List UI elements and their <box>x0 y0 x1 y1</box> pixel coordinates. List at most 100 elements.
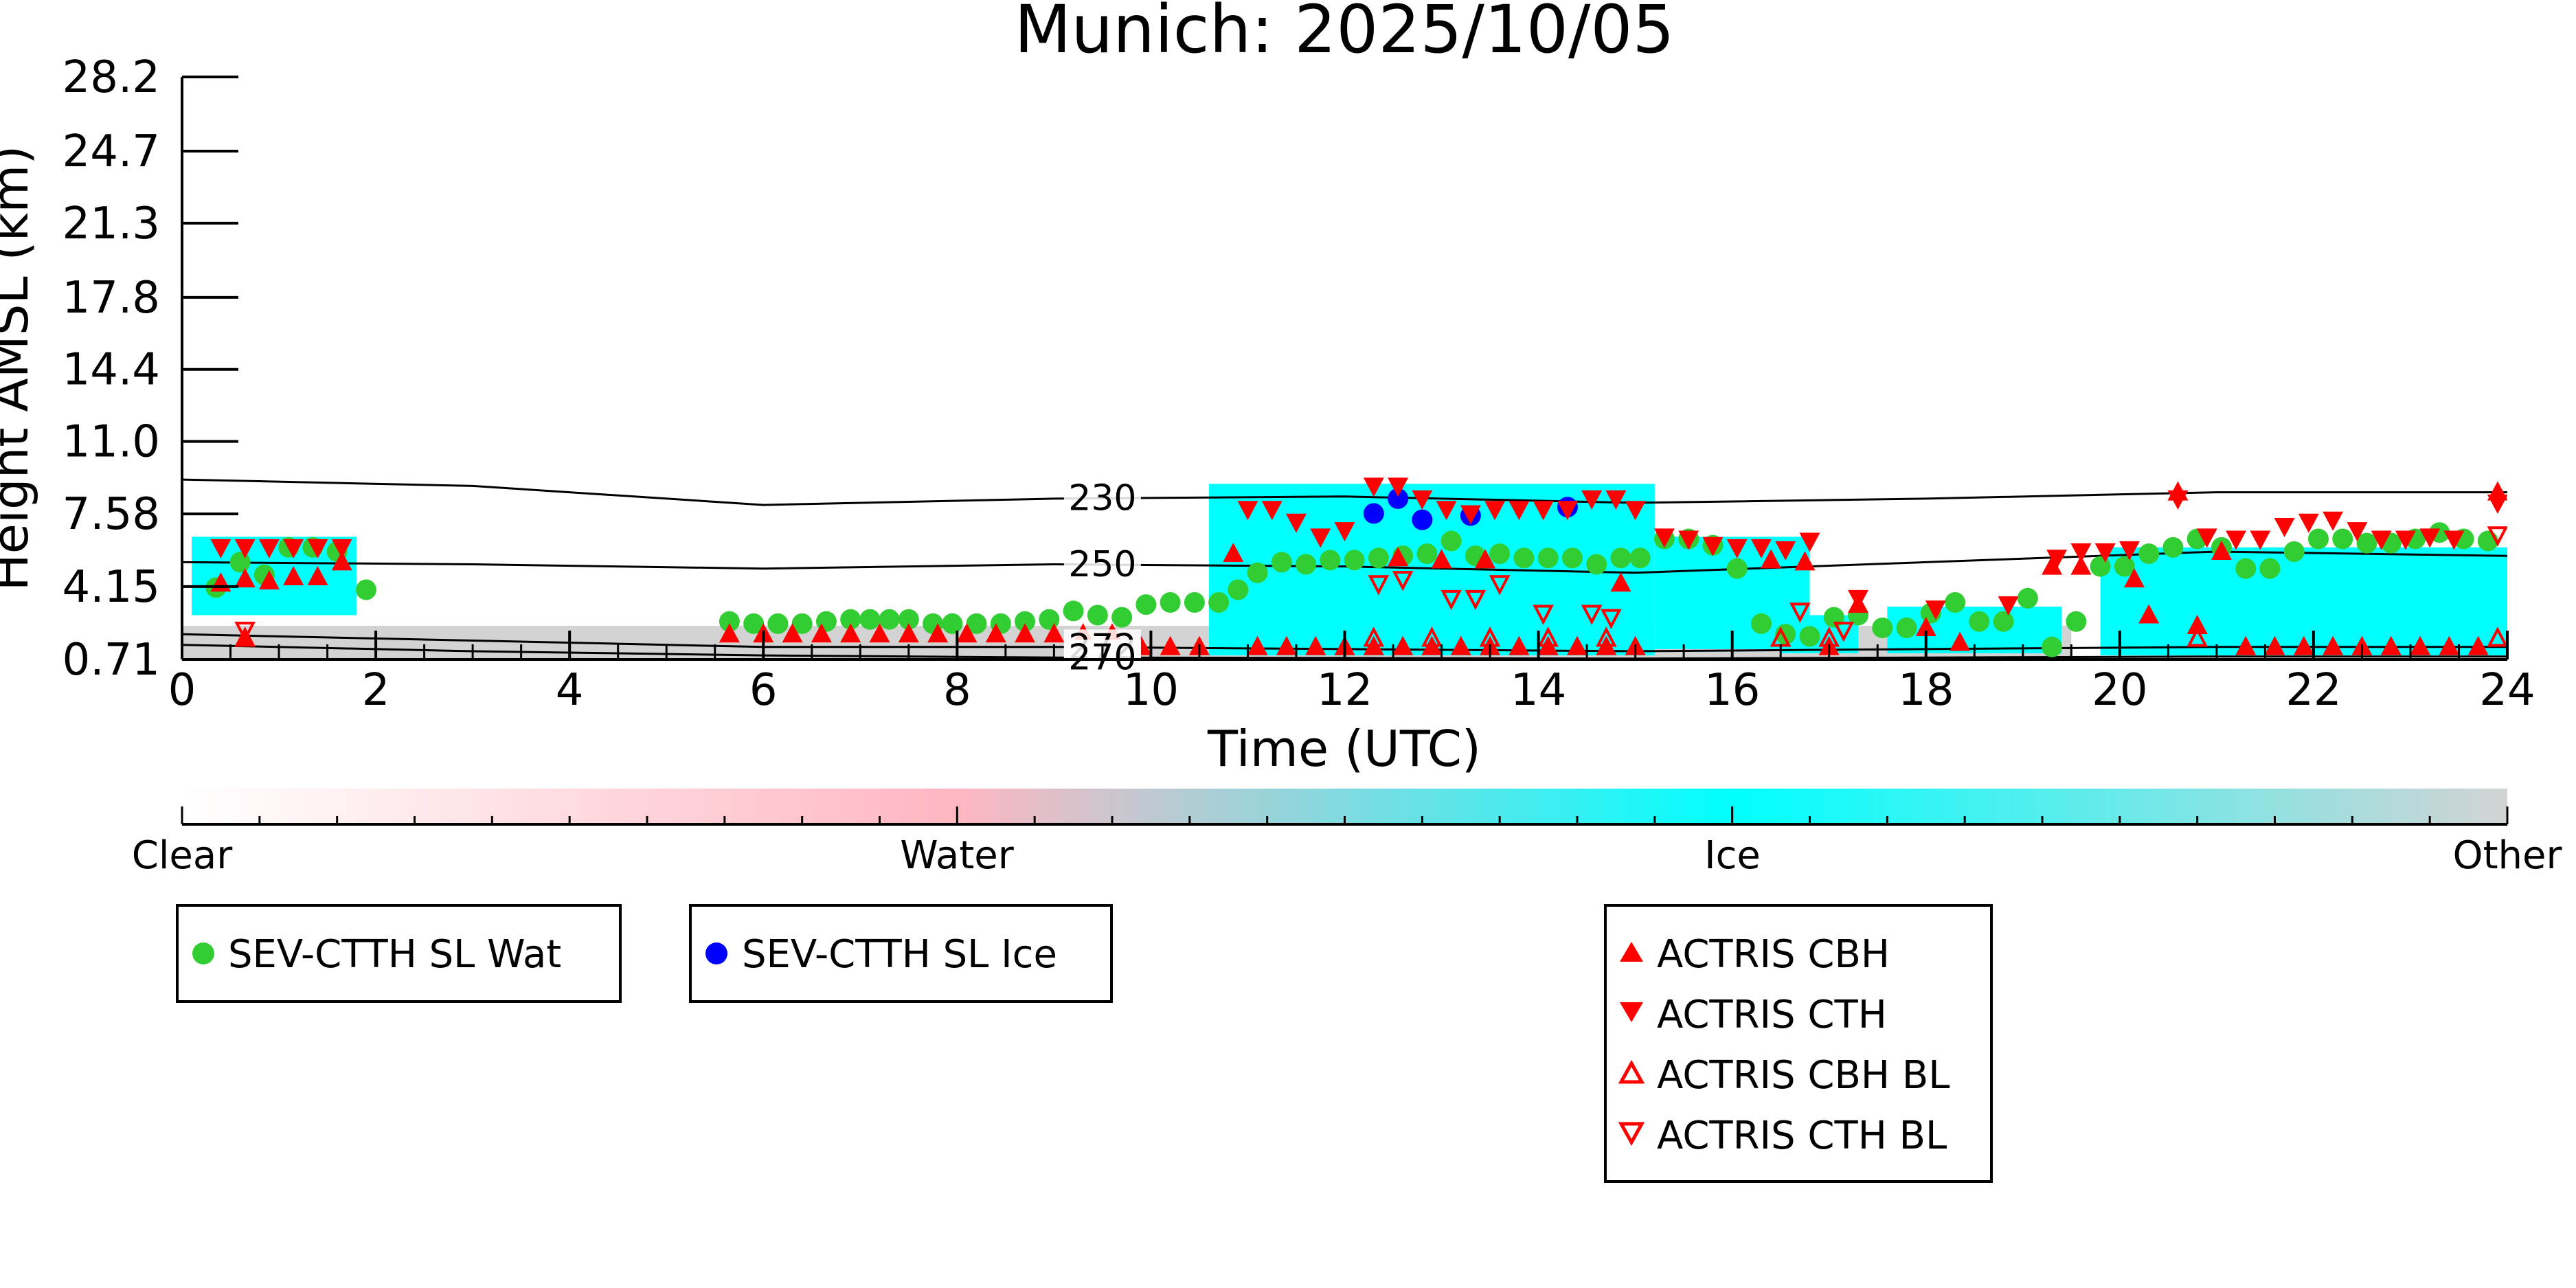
actris-cth-marker <box>2226 530 2247 550</box>
actris-cbh-bl-marker <box>1363 626 1385 647</box>
actris-cbh-marker <box>719 623 740 643</box>
legend-marker-cbh-bl <box>1618 1059 1645 1084</box>
sev-ctth-sl-wat-marker <box>1872 618 1893 639</box>
actris-cbh-marker <box>1388 547 1409 567</box>
actris-cbh-marker <box>2293 635 2314 655</box>
sev-ctth-sl-wat-marker <box>2066 611 2087 632</box>
y-axis-label: Height AMSL (km) <box>0 146 39 591</box>
actris-cbh-marker <box>1431 549 1452 569</box>
sev-ctth-sl-wat-marker <box>2090 556 2111 577</box>
x-tick-label: 4 <box>556 665 584 716</box>
sev-ctth-sl-wat-marker <box>1561 547 1583 569</box>
colorbar: Clear Water Ice Other <box>132 789 2562 878</box>
y-tick-label: 4.15 <box>63 562 161 613</box>
sev-ctth-sl-wat-marker <box>1945 592 1966 613</box>
actris-cbh-bl-marker <box>1537 626 1559 647</box>
actris-cth-marker <box>1625 501 1646 521</box>
sev-ctth-sl-wat-marker <box>1993 611 2014 632</box>
sev-ctth-sl-ice-marker <box>1412 509 1433 530</box>
actris-cbh-marker <box>1160 635 1181 655</box>
y-tick-label: 0.71 <box>63 635 161 686</box>
colorbar-ticks <box>181 806 2509 824</box>
actris-cth-bl-marker <box>234 622 256 642</box>
contour-label-bg <box>1063 547 1141 579</box>
sev-ctth-sl-wat-marker <box>1489 543 1511 565</box>
y-tick-label: 24.7 <box>63 126 161 177</box>
sev-ctth-sl-wat-marker <box>1586 554 1607 575</box>
actris-cbh-marker <box>1475 549 1496 569</box>
actris-cth-marker <box>1261 501 1283 521</box>
sev-ctth-sl-wat-marker <box>1799 626 1820 647</box>
actris-cth-marker <box>2371 530 2392 550</box>
actris-cbh-marker <box>1567 635 1588 655</box>
legend-label-cbh-bl: ACTRIS CBH BL <box>1657 1053 1950 1098</box>
legend-marker-cbh <box>1620 942 1643 962</box>
actris-cbh-marker <box>307 566 328 586</box>
actris-cth-marker <box>1726 539 1748 558</box>
actris-cth-bl-marker <box>2487 526 2507 547</box>
legend-marker-cth <box>1620 1002 1643 1022</box>
actris-cth-marker <box>2250 530 2271 550</box>
colorbar-label-ice: Ice <box>1704 833 1761 878</box>
contour-label-250: 250 <box>1068 544 1136 585</box>
actris-cbh-marker <box>2264 635 2285 655</box>
sev-ctth-sl-wat-marker <box>1896 618 1917 639</box>
sev-ctth-sl-wat-marker <box>1750 613 1772 634</box>
sev-ctth-sl-wat-marker <box>2283 541 2305 562</box>
actris-cth-marker <box>1388 477 1409 497</box>
sev-ctth-sl-wat-marker <box>1320 550 1341 571</box>
actris-cbh-bl-marker <box>1421 626 1443 647</box>
sev-ctth-sl-wat-marker <box>2356 532 2377 554</box>
sev-ctth-sl-wat-marker <box>942 613 963 634</box>
actris-cbh-marker <box>1247 635 1268 655</box>
sev-ctth-sl-wat-marker <box>1271 552 1292 573</box>
actris-cth-marker <box>2167 490 2189 510</box>
actris-cbh-marker <box>331 551 352 571</box>
actris-cth-marker <box>283 539 304 558</box>
actris-cth-marker <box>1237 501 1258 521</box>
legend-sev-ice: SEV-CTTH SL Ice <box>689 904 1113 1003</box>
sev-ctth-sl-wat-marker <box>1015 611 1036 632</box>
actris-cbh-marker <box>1305 635 1326 655</box>
actris-cbh-marker <box>956 623 978 643</box>
actris-cth-bl-marker <box>1789 602 1811 623</box>
actris-cth-marker <box>1285 513 1307 533</box>
legend-actris: ACTRIS CBH ACTRIS CTH ACTRIS CBH BL ACTR… <box>1604 904 1993 1183</box>
actris-cth-marker <box>1363 477 1384 497</box>
actris-cbh-marker <box>283 566 304 586</box>
sev-ctth-sl-wat-marker <box>1416 543 1438 565</box>
sev-ctth-sl-wat-marker <box>898 609 919 630</box>
chart-title: Munich: 2025/10/05 <box>1015 0 1675 68</box>
sev-ctth-sl-wat-marker <box>2114 556 2135 577</box>
actris-cth-marker <box>2274 517 2295 537</box>
x-tick-label: 18 <box>1898 665 1954 716</box>
sev-ctth-sl-wat-marker <box>229 552 251 573</box>
sev-ctth-sl-wat-marker <box>1063 600 1084 622</box>
sev-ctth-sl-wat-marker <box>2042 636 2063 657</box>
y-tick-label: 17.8 <box>63 273 161 324</box>
data-markers <box>205 477 2507 657</box>
sev-ctth-sl-wat-marker <box>743 613 765 634</box>
sev-ctth-sl-wat-marker <box>1087 605 1108 626</box>
actris-cbh-bl-marker <box>1596 626 1617 647</box>
actris-cth-marker <box>1775 541 1796 561</box>
legend-label-sev-wat: SEV-CTTH SL Wat <box>228 932 561 977</box>
actris-cth-marker <box>2094 543 2116 563</box>
actris-cbh-marker <box>840 623 861 643</box>
actris-cth-marker <box>1925 600 1946 620</box>
actris-cbh-marker <box>2138 604 2160 624</box>
actris-cth-bl-marker <box>1533 605 1554 625</box>
sev-ctth-sl-wat-marker <box>1208 592 1230 613</box>
sev-ctth-sl-wat-marker <box>1160 592 1181 613</box>
legend-label-cth: ACTRIS CTH <box>1657 993 1887 1037</box>
actris-cbh-marker <box>258 570 280 590</box>
actris-cth-marker <box>2323 511 2344 531</box>
sev-ctth-sl-wat-marker <box>879 609 900 630</box>
actris-cth-bl-marker <box>1440 589 1462 611</box>
actris-cth-marker <box>210 539 231 558</box>
actris-cth-marker <box>307 539 328 558</box>
actris-cbh-marker <box>1610 572 1631 592</box>
actris-cbh-marker <box>985 623 1006 643</box>
x-tick-label: 8 <box>943 665 971 716</box>
contour-250 <box>182 550 2507 574</box>
